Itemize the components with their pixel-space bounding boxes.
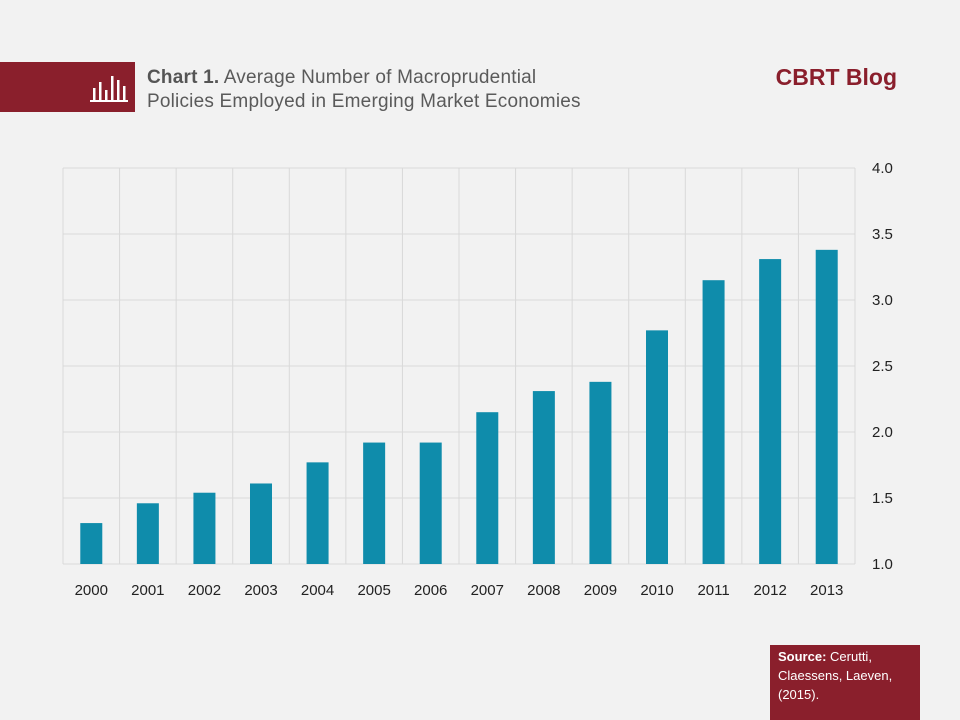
y-tick-label: 4.0 (872, 160, 893, 177)
chart-title: Chart 1. Average Number of Macroprudenti… (147, 66, 707, 114)
source-text: Cerutti, Claessens, Laeven, (2015). (778, 649, 893, 702)
bar-2009 (589, 381, 612, 564)
bar-2013 (815, 249, 838, 564)
bar-2011 (702, 280, 725, 564)
y-tick-label: 1.5 (872, 490, 893, 507)
chart-label: Chart 1. (147, 67, 220, 88)
bar-chart-icon (90, 76, 128, 102)
y-tick-label: 3.0 (872, 292, 893, 309)
x-tick-label: 2004 (301, 582, 334, 599)
bar-2006 (419, 442, 442, 564)
x-tick-label: 2005 (357, 582, 390, 599)
x-tick-label: 2012 (753, 582, 786, 599)
x-tick-label: 2006 (414, 582, 447, 599)
bar-chart: 2000 2001 2002 2003 2004 2005 2006 2007 2008 2009… (62, 160, 893, 599)
x-tick-label: 2003 (244, 582, 277, 599)
x-tick-label: 2009 (584, 582, 617, 599)
x-tick-label: 2010 (640, 582, 673, 599)
x-tick-label: 2011 (697, 582, 729, 599)
bar-2012 (759, 259, 782, 564)
y-tick-label: 1.0 (872, 556, 893, 573)
bar-2002 (193, 492, 216, 564)
bar-2000 (80, 523, 103, 564)
bar-2005 (363, 442, 386, 564)
bar-2004 (306, 462, 329, 564)
x-tick-label: 2000 (75, 582, 108, 599)
source-label: Source: (778, 649, 827, 664)
source-box: Source: Cerutti, Claessens, Laeven, (201… (770, 645, 920, 720)
y-tick-label: 3.5 (872, 226, 893, 243)
bar-2007 (476, 412, 499, 564)
x-tick-label: 2001 (131, 582, 164, 599)
x-tick-label: 2002 (188, 582, 221, 599)
x-tick-label: 2013 (810, 582, 843, 599)
y-tick-label: 2.5 (872, 358, 893, 375)
bar-2003 (250, 483, 272, 564)
brand-logo: CBRT Blog (775, 64, 897, 90)
bar-2001 (136, 503, 159, 564)
bar-2008 (532, 391, 555, 564)
header-band (0, 62, 135, 112)
x-tick-label: 2008 (527, 582, 560, 599)
title-line-2: Policies Employed in Emerging Market Eco… (147, 91, 581, 112)
title-line-1: Average Number of Macroprudential (223, 67, 537, 88)
x-tick-label: 2007 (471, 582, 504, 599)
bar-2010 (646, 330, 668, 564)
y-tick-label: 2.0 (872, 424, 893, 441)
